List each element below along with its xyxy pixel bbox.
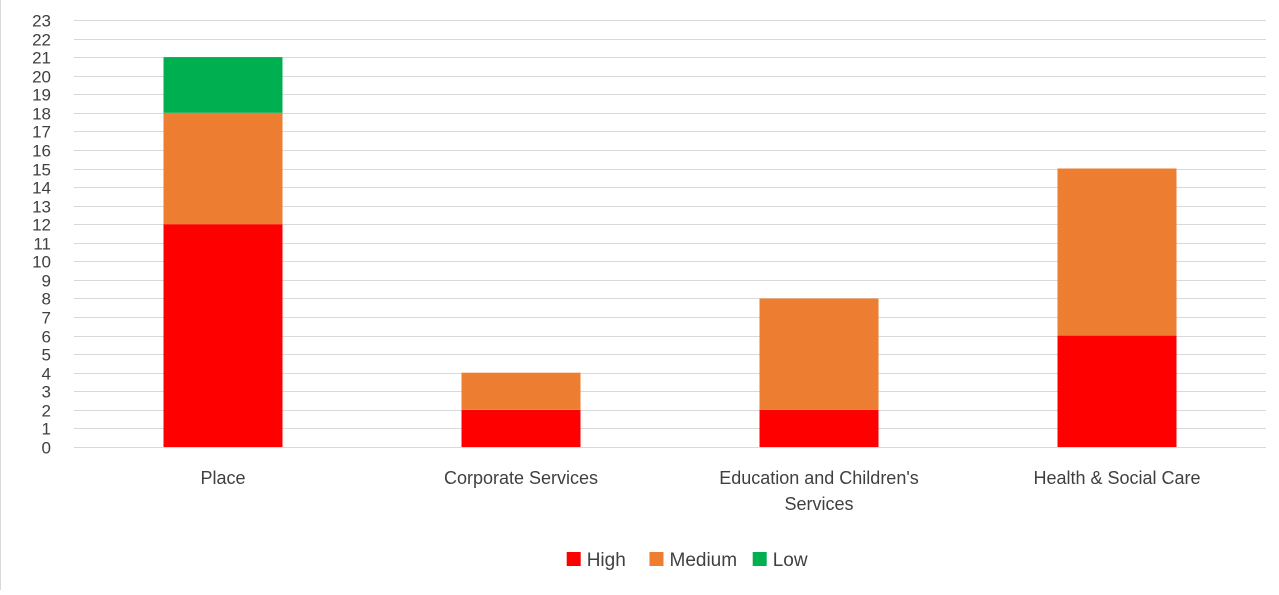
legend-swatch-medium [649, 552, 664, 566]
y-tick-label-13: 13 [32, 198, 51, 217]
legend: High Medium Low [566, 550, 808, 571]
y-tick-label-16: 16 [32, 142, 51, 161]
x-category-label-2: Education and Children's Services [719, 468, 919, 514]
legend-label-low: Low [773, 550, 808, 571]
legend-swatch-high [566, 552, 581, 566]
y-tick-label-15: 15 [32, 161, 51, 180]
bar-high-2 [759, 409, 879, 447]
y-tick-label-7: 7 [42, 309, 51, 328]
y-tick-label-9: 9 [42, 272, 51, 291]
y-tick-label-21: 21 [32, 49, 51, 68]
bar-medium-2 [759, 298, 879, 410]
legend-label-high: High [587, 550, 626, 571]
y-tick-label-22: 22 [32, 31, 51, 50]
bar-high-0 [163, 224, 283, 447]
y-tick-label-3: 3 [42, 383, 51, 402]
legend-swatch-low [752, 552, 767, 566]
y-tick-label-14: 14 [32, 179, 51, 198]
y-tick-label-8: 8 [42, 290, 51, 309]
y-tick-label-11: 11 [33, 235, 51, 254]
y-tick-label-0: 0 [42, 439, 51, 458]
y-tick-label-19: 19 [32, 86, 51, 105]
y-tick-label-2: 2 [42, 402, 51, 421]
y-tick-label-20: 20 [32, 68, 51, 87]
y-tick-label-10: 10 [32, 253, 51, 272]
y-tick-label-5: 5 [42, 346, 51, 365]
y-tick-label-17: 17 [32, 123, 51, 142]
bar-medium-1 [461, 372, 581, 410]
x-axis-category-labels: Place Corporate Services Education and Chi… [200, 468, 1200, 514]
legend-label-medium: Medium [670, 550, 738, 571]
x-category-label-1: Corporate Services [444, 468, 598, 488]
y-tick-label-18: 18 [32, 105, 51, 124]
y-tick-label-1: 1 [42, 420, 51, 439]
bar-medium-3 [1057, 168, 1177, 336]
y-tick-label-4: 4 [42, 365, 51, 384]
bar-high-1 [461, 409, 581, 447]
x-category-label-0: Place [200, 468, 245, 488]
bars [163, 57, 1177, 447]
y-tick-label-12: 12 [32, 216, 51, 235]
x-category-label-3: Health & Social Care [1033, 468, 1200, 488]
bar-high-3 [1057, 335, 1177, 447]
y-tick-label-23: 23 [32, 12, 51, 31]
bar-medium-0 [163, 112, 283, 225]
y-tick-label-6: 6 [42, 328, 51, 347]
bar-low-0 [163, 57, 283, 113]
